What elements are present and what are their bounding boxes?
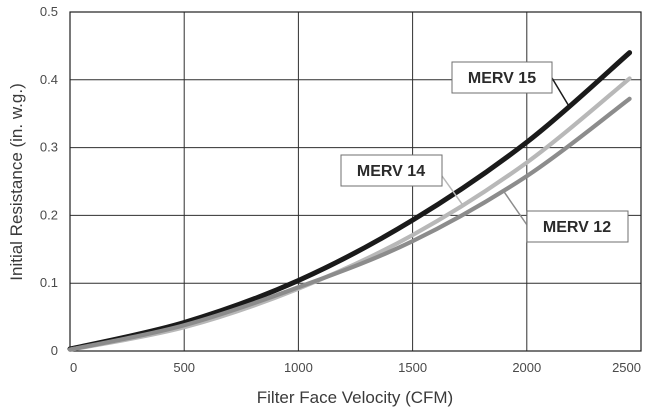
x-tick-label: 2000 xyxy=(512,360,541,375)
y-tick-label: 0.4 xyxy=(40,72,58,87)
x-tick-label: 0 xyxy=(70,360,77,375)
label-box-merv-12 xyxy=(526,210,629,243)
curve-layer xyxy=(67,50,633,352)
x-tick-label: 1000 xyxy=(284,360,313,375)
y-axis-title: Initial Resistance (in. w.g.) xyxy=(7,83,26,280)
label-box-merv-15 xyxy=(451,61,553,94)
series-label-merv-14: MERV 14 xyxy=(357,163,425,180)
axis-layer: 0 500 1000 1500 2000 2500 0 0.1 0.2 0.3 0.4 0.5 xyxy=(40,4,642,375)
y-tick-label: 0.1 xyxy=(40,275,58,290)
label-leader-merv-15 xyxy=(551,77,571,109)
label-leader-merv-14 xyxy=(441,175,464,206)
curve-merv-12 xyxy=(67,96,632,352)
x-axis-title: Filter Face Velocity (CFM) xyxy=(257,388,453,407)
y-tick-label: 0.2 xyxy=(40,207,58,222)
plot-frame xyxy=(69,11,642,352)
x-tick-label: 500 xyxy=(173,360,195,375)
y-tick-label: 0.5 xyxy=(40,4,58,19)
x-tick-label: 1500 xyxy=(398,360,427,375)
label-layer: MERV 15 MERV 14 MERV 12 xyxy=(340,61,629,243)
label-box-merv-14 xyxy=(340,154,443,187)
y-tick-label: 0 xyxy=(51,343,58,358)
series-label-merv-12: MERV 12 xyxy=(543,219,611,236)
series-label-merv-15: MERV 15 xyxy=(468,70,536,87)
y-tick-label: 0.3 xyxy=(40,140,58,155)
x-tick-label: 2500 xyxy=(612,360,641,375)
label-leader-merv-12 xyxy=(503,191,528,226)
curve-merv-15 xyxy=(67,50,633,352)
